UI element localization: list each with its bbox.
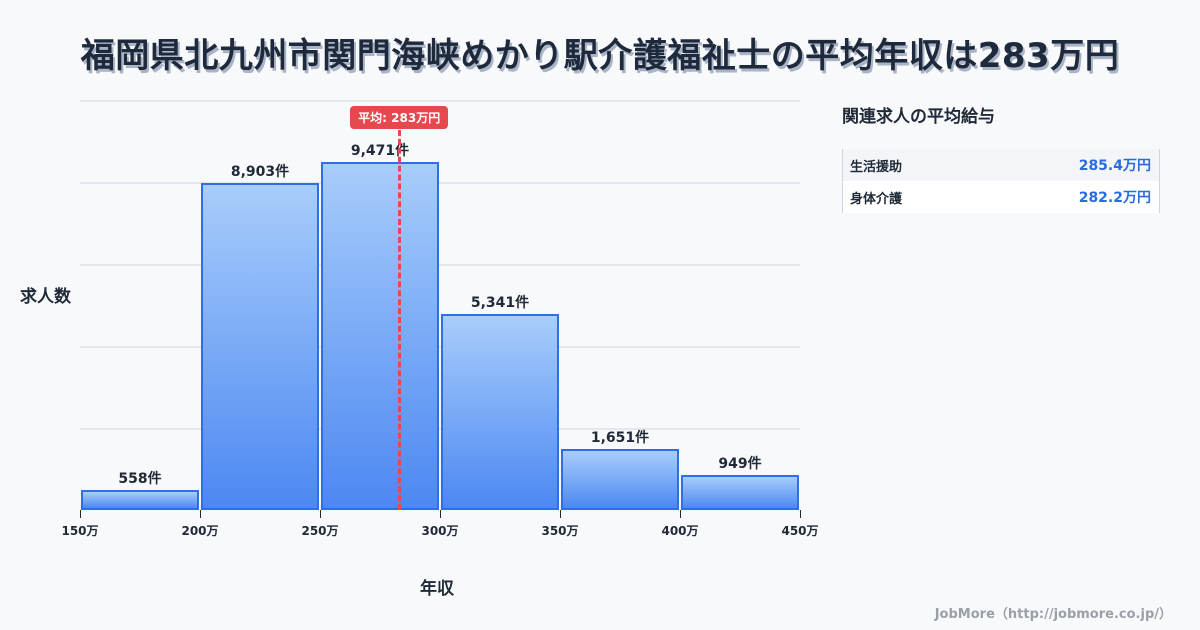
- bar-value-label: 558件: [118, 470, 162, 487]
- gridline: [80, 428, 800, 430]
- bar-value-label: 949件: [718, 456, 762, 473]
- x-tick-label: 150万: [61, 524, 99, 538]
- y-axis-label: 求人数: [20, 287, 71, 307]
- gridline: [80, 182, 800, 184]
- x-tick: [560, 510, 561, 518]
- related-salary-panel: 関連求人の平均給与 生活援助 285.4万円 身体介護 282.2万円: [842, 102, 1160, 213]
- x-axis-label: 年収: [420, 579, 454, 599]
- x-tick: [80, 510, 81, 518]
- job-type-label: 身体介護: [850, 191, 903, 207]
- average-line: [398, 130, 402, 510]
- x-tick: [680, 510, 681, 518]
- histogram-bar: [561, 449, 679, 510]
- x-tick-label: 300万: [421, 524, 459, 538]
- bar-value-label: 9,471件: [350, 143, 410, 160]
- gridline: [80, 100, 800, 102]
- average-salary-value: 285.4万円: [1078, 158, 1151, 174]
- gridline: [80, 346, 800, 348]
- x-tick-label: 200万: [181, 524, 219, 538]
- table-row: 生活援助 285.4万円: [843, 149, 1159, 181]
- x-tick: [320, 510, 321, 518]
- average-badge: 平均: 283万円: [350, 106, 449, 129]
- table-row: 身体介護 282.2万円: [843, 181, 1159, 213]
- x-tick: [200, 510, 201, 518]
- related-salary-table: 生活援助 285.4万円 身体介護 282.2万円: [842, 149, 1160, 213]
- x-tick-label: 450万: [781, 524, 819, 538]
- histogram-bar: [321, 162, 439, 510]
- histogram-bar: [81, 489, 199, 510]
- bar-value-label: 1,651件: [590, 430, 650, 447]
- x-tick: [800, 510, 801, 518]
- bar-value-label: 8,903件: [230, 163, 290, 180]
- x-tick-label: 250万: [301, 524, 339, 538]
- x-tick: [440, 510, 441, 518]
- histogram-bar: [201, 182, 319, 510]
- histogram-bar: [681, 475, 799, 510]
- histogram-bar: [441, 313, 559, 510]
- gridline: [80, 264, 800, 266]
- average-salary-value: 282.2万円: [1078, 190, 1151, 206]
- page-title: 福岡県北九州市関門海峡めかり駅介護福祉士の平均年収は283万円: [80, 36, 1120, 76]
- histogram-chart: 求人数 年収 558件 8,903件 9,471件 5,341件 1,651件 …: [20, 100, 819, 599]
- x-tick-label: 400万: [661, 524, 699, 538]
- x-tick-label: 350万: [541, 524, 579, 538]
- bar-value-label: 5,341件: [470, 294, 530, 311]
- plot-area: 558件 8,903件 9,471件 5,341件 1,651件 949件 平均…: [80, 100, 801, 518]
- panel-title: 関連求人の平均給与: [842, 107, 995, 127]
- job-type-label: 生活援助: [850, 159, 903, 175]
- source-credit: JobMore（http://jobmore.co.jp/）: [934, 607, 1172, 622]
